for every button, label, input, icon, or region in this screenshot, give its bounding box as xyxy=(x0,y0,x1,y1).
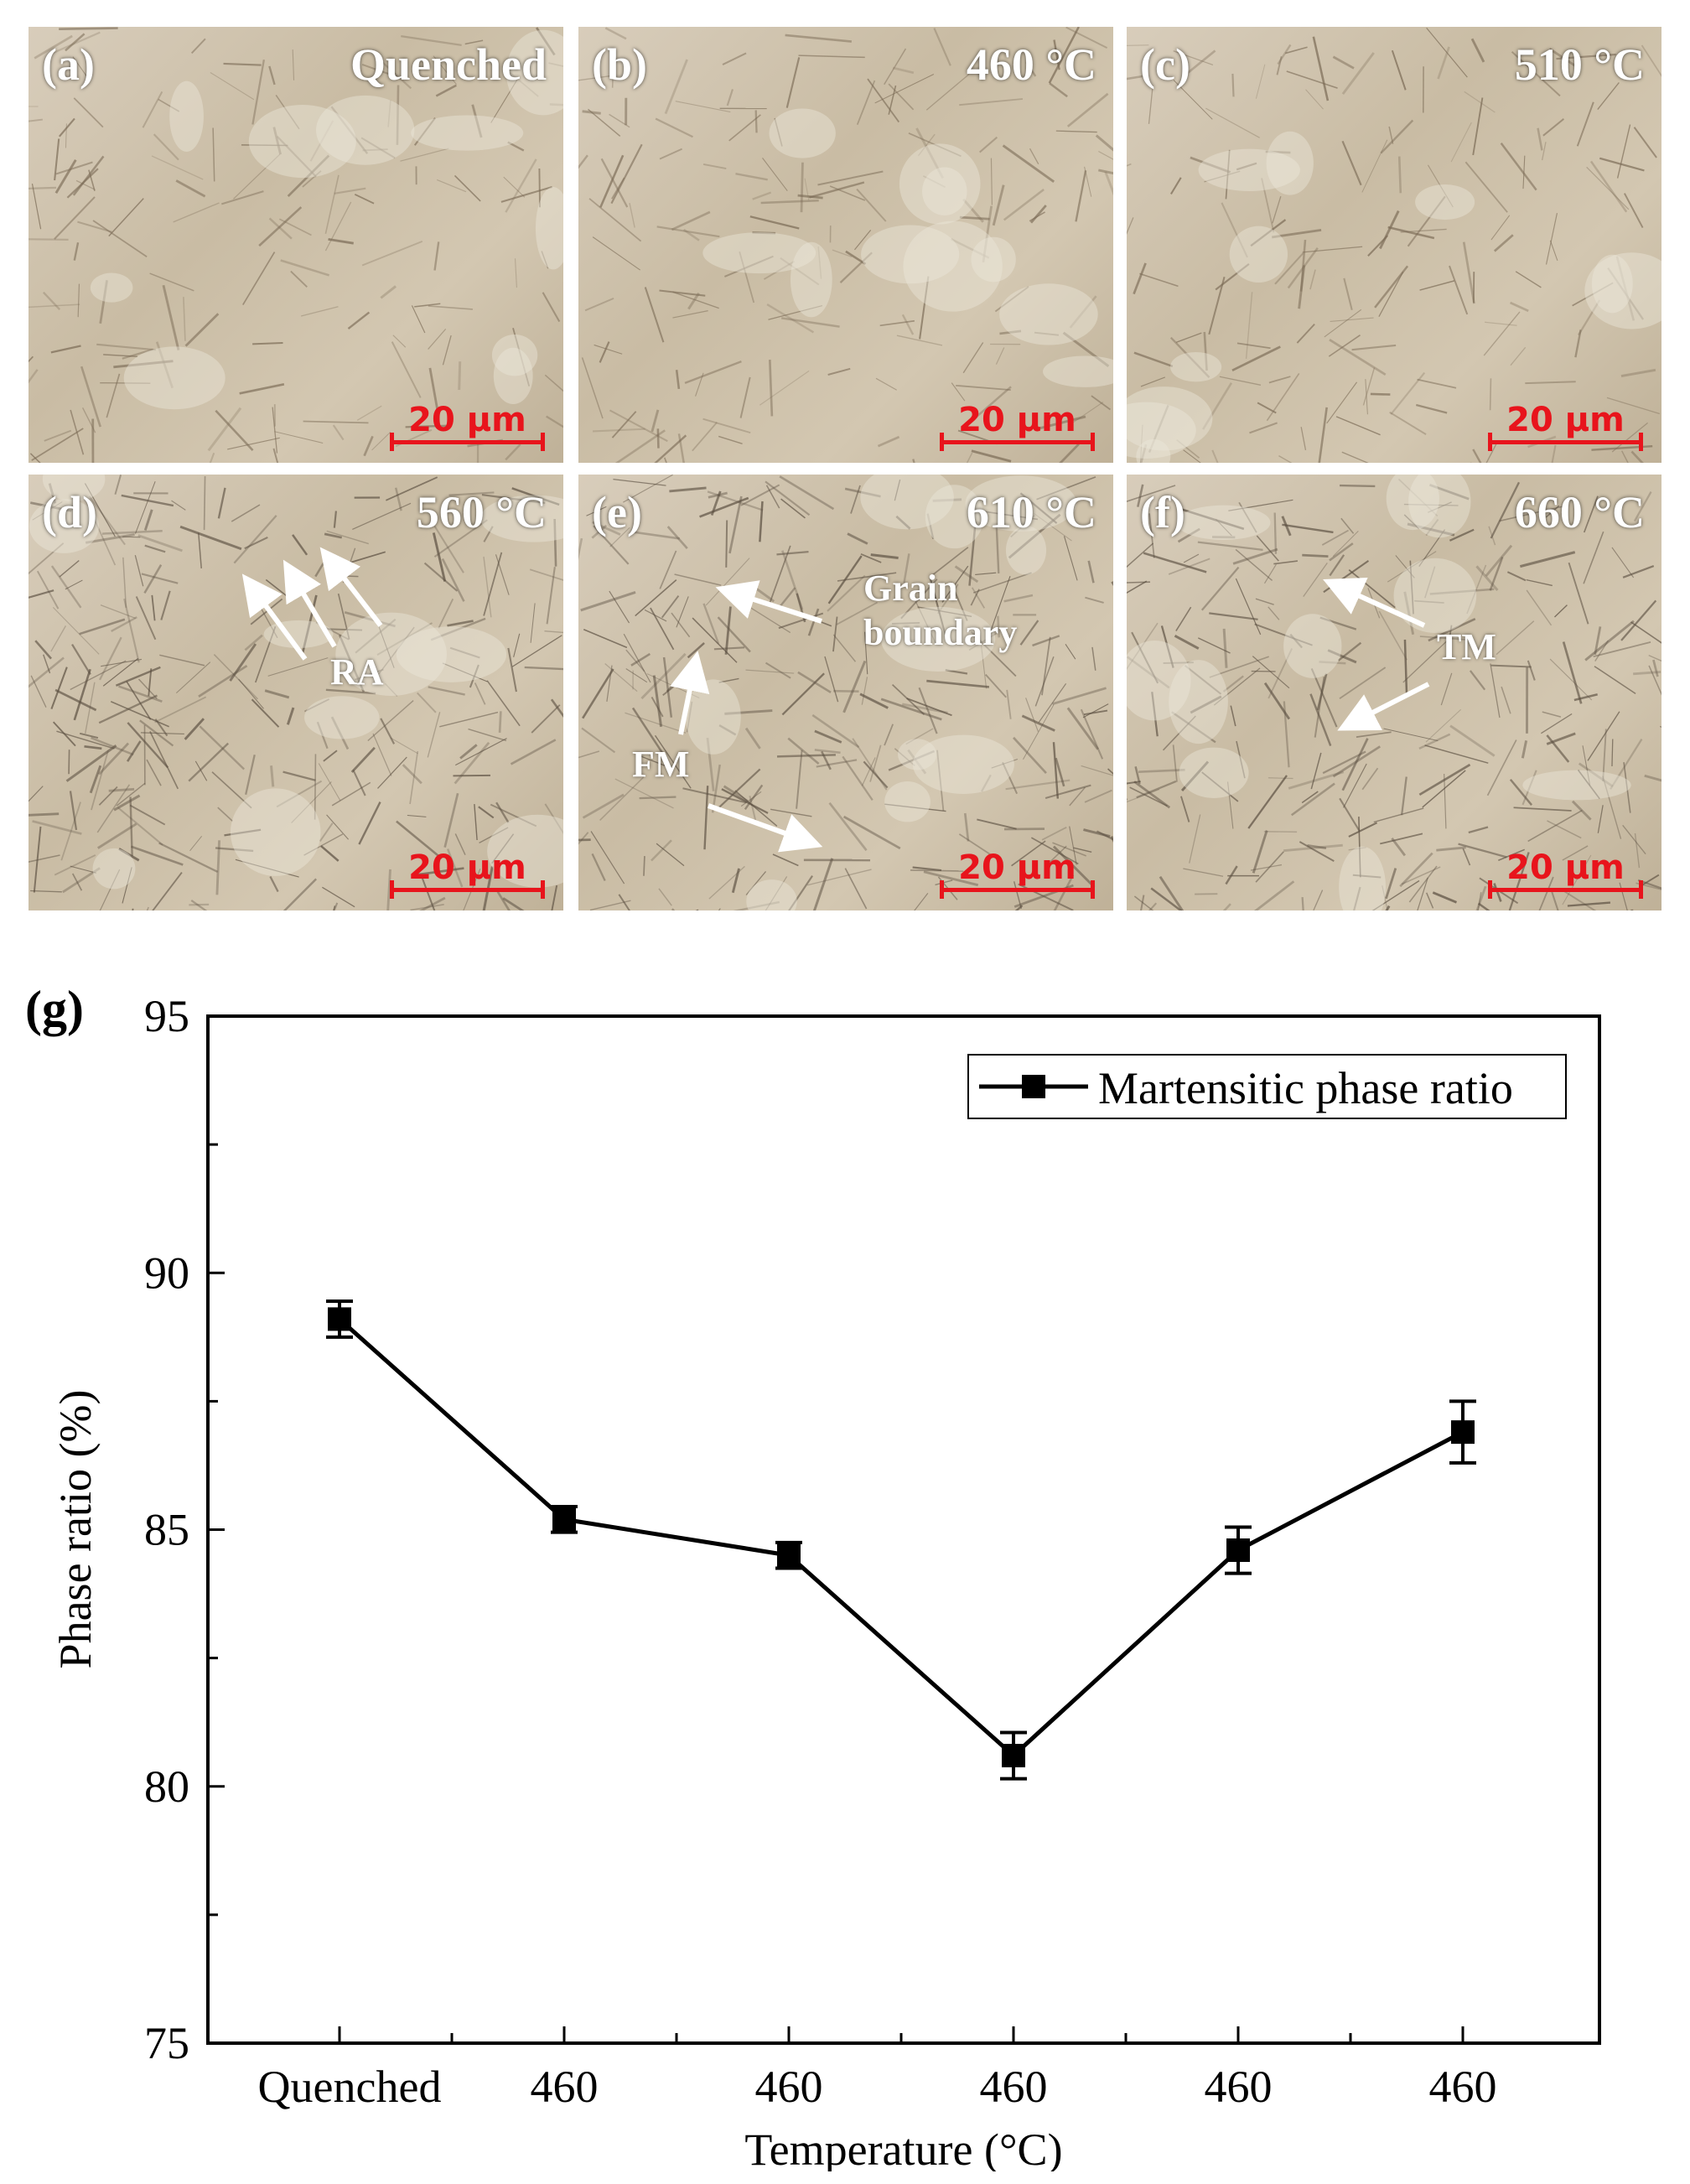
data-point xyxy=(777,1543,801,1568)
chart-panel-label: (g) xyxy=(25,981,84,1036)
phase-ratio-chart: (g) 75 80 85 90 95 Quenched 460 460 460 460 460 P… xyxy=(25,981,1601,2171)
micrograph-panel-f: (f) 660 °C TM 20 μm xyxy=(1127,475,1661,910)
panel-label: (c) xyxy=(1140,39,1190,90)
data-point xyxy=(1226,1538,1250,1562)
y-axis: 75 80 85 90 95 xyxy=(144,991,225,2068)
micrograph-texture xyxy=(578,27,1113,463)
annotation-fm: FM xyxy=(632,744,690,785)
scale-bar-label: 20 μm xyxy=(1506,848,1625,887)
panel-temperature: 510 °C xyxy=(1514,39,1645,90)
micrograph-panel-c: (c) 510 °C 20 μm xyxy=(1127,27,1661,463)
x-axis: Quenched 460 460 460 460 460 xyxy=(258,2026,1497,2112)
data-point xyxy=(1002,1744,1025,1767)
annotation-ra: RA xyxy=(330,651,384,693)
panel-temperature: 660 °C xyxy=(1514,487,1645,537)
micrograph-texture xyxy=(29,27,563,463)
x-axis-label: Temperature (°C) xyxy=(744,2124,1062,2171)
y-tick-label: 80 xyxy=(144,1761,189,1812)
panel-label: (b) xyxy=(592,39,647,90)
scale-bar-label: 20 μm xyxy=(408,401,526,439)
legend-label: Martensitic phase ratio xyxy=(1098,1063,1513,1113)
panel-label: (e) xyxy=(592,487,642,537)
y-tick-label: 95 xyxy=(144,991,189,1041)
scale-bar: 20 μm xyxy=(390,848,545,899)
scale-bar: 20 μm xyxy=(940,848,1095,899)
x-tick-label: 460 xyxy=(755,2062,823,2112)
y-tick-label: 90 xyxy=(144,1248,189,1298)
panel-label: (f) xyxy=(1140,487,1185,537)
panel-label: (a) xyxy=(42,39,95,90)
panel-temperature: Quenched xyxy=(350,39,547,90)
y-tick-label: 75 xyxy=(144,2018,189,2068)
plot-frame xyxy=(206,1014,1601,2045)
scale-bar: 20 μm xyxy=(940,401,1095,451)
series-line xyxy=(338,1317,1464,1759)
x-tick-label: Quenched xyxy=(258,2062,442,2112)
micrograph-texture xyxy=(1127,475,1661,910)
legend: Martensitic phase ratio xyxy=(967,1054,1567,1119)
micrograph-panel-e: (e) 610 °C Grain boundary FM 20 μm xyxy=(578,475,1113,910)
scale-bar-label: 20 μm xyxy=(408,848,526,887)
annotation-tm: TM xyxy=(1437,626,1496,667)
micrograph-texture xyxy=(578,475,1113,910)
panel-temperature: 560 °C xyxy=(416,487,547,537)
legend-marker xyxy=(1022,1075,1045,1098)
data-point xyxy=(1451,1420,1475,1445)
data-point xyxy=(328,1307,351,1331)
scale-bar: 20 μm xyxy=(390,401,545,451)
x-tick-label: 460 xyxy=(980,2062,1048,2112)
panel-temperature: 610 °C xyxy=(966,487,1096,537)
panel-temperature: 460 °C xyxy=(966,39,1096,90)
scale-bar-label: 20 μm xyxy=(958,401,1076,439)
micrograph-texture xyxy=(29,475,563,910)
micrograph-panel-b: (b) 460 °C 20 μm xyxy=(578,27,1113,463)
x-tick-label: 460 xyxy=(531,2062,599,2112)
scale-bar: 20 μm xyxy=(1488,401,1643,451)
annotation-grain-boundary: Grain boundary xyxy=(863,568,1018,653)
series-martensitic-phase-ratio xyxy=(326,1299,1476,1781)
scale-bar-label: 20 μm xyxy=(1506,401,1625,439)
y-tick-label: 85 xyxy=(144,1505,189,1555)
x-tick-label: 460 xyxy=(1429,2062,1497,2112)
panel-label: (d) xyxy=(42,487,97,537)
data-point xyxy=(552,1507,576,1532)
scale-bar-label: 20 μm xyxy=(958,848,1076,887)
micrograph-panel-d: (d) 560 °C RA 20 μm xyxy=(29,475,563,910)
micrograph-texture xyxy=(1127,27,1661,463)
scale-bar: 20 μm xyxy=(1488,848,1643,899)
y-axis-label: Phase ratio (%) xyxy=(50,1390,101,1669)
x-tick-label: 460 xyxy=(1205,2062,1273,2112)
micrograph-panel-a: (a) Quenched 20 μm xyxy=(29,27,563,463)
